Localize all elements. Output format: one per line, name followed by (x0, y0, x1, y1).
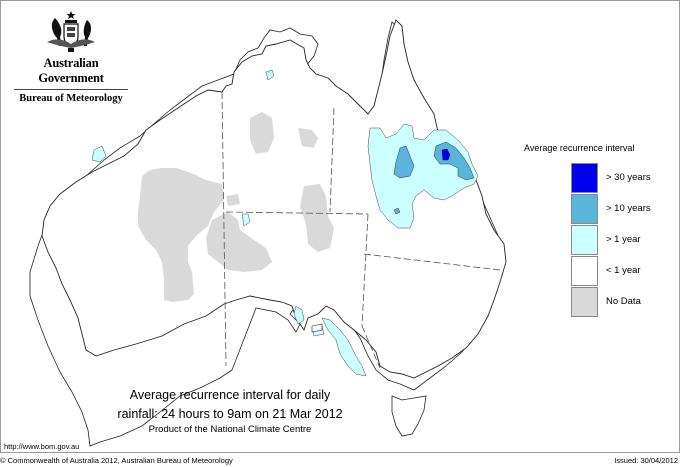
legend-label: > 10 years (606, 203, 651, 214)
legend-title: Average recurrence interval (524, 143, 635, 153)
no-data-regions (138, 112, 334, 302)
legend-swatch (571, 256, 598, 286)
bom-logo: Australian Government Bureau of Meteorol… (10, 10, 132, 104)
gt30-year-region (441, 148, 451, 161)
website-link[interactable]: http://www.bom.gov.au (4, 442, 80, 451)
legend-label: No Data (606, 296, 641, 307)
agency-name: Bureau of Meteorology (19, 93, 123, 104)
legend-swatch (571, 194, 598, 224)
kangaroo-island (311, 323, 323, 333)
legend-label: > 30 years (606, 172, 651, 183)
caption-line-3: Product of the National Climate Centre (148, 424, 312, 435)
issued-date: Issued: 30/04/2012 (614, 456, 678, 465)
legend-label: < 1 year (606, 265, 641, 276)
mainland-coast (41, 19, 507, 379)
government-name: Australian Government (38, 56, 104, 85)
coat-of-arms-icon (47, 11, 95, 52)
caption-line-2: rainfall: 24 hours to 9am on 21 Mar 2012 (117, 407, 343, 421)
copyright-text: © Commonwealth of Australia 2012, Austra… (0, 456, 233, 465)
state-borders (221, 91, 501, 369)
tasmania-outline (391, 395, 427, 437)
legend-swatch (571, 225, 598, 255)
legend-label: > 1 year (606, 234, 641, 245)
legend-swatch (571, 287, 598, 317)
legend-swatch (571, 163, 598, 193)
caption-line-1: Average recurrence interval for daily (129, 388, 331, 402)
logo-divider (14, 89, 128, 90)
map-caption: Average recurrence interval for daily ra… (100, 386, 360, 436)
